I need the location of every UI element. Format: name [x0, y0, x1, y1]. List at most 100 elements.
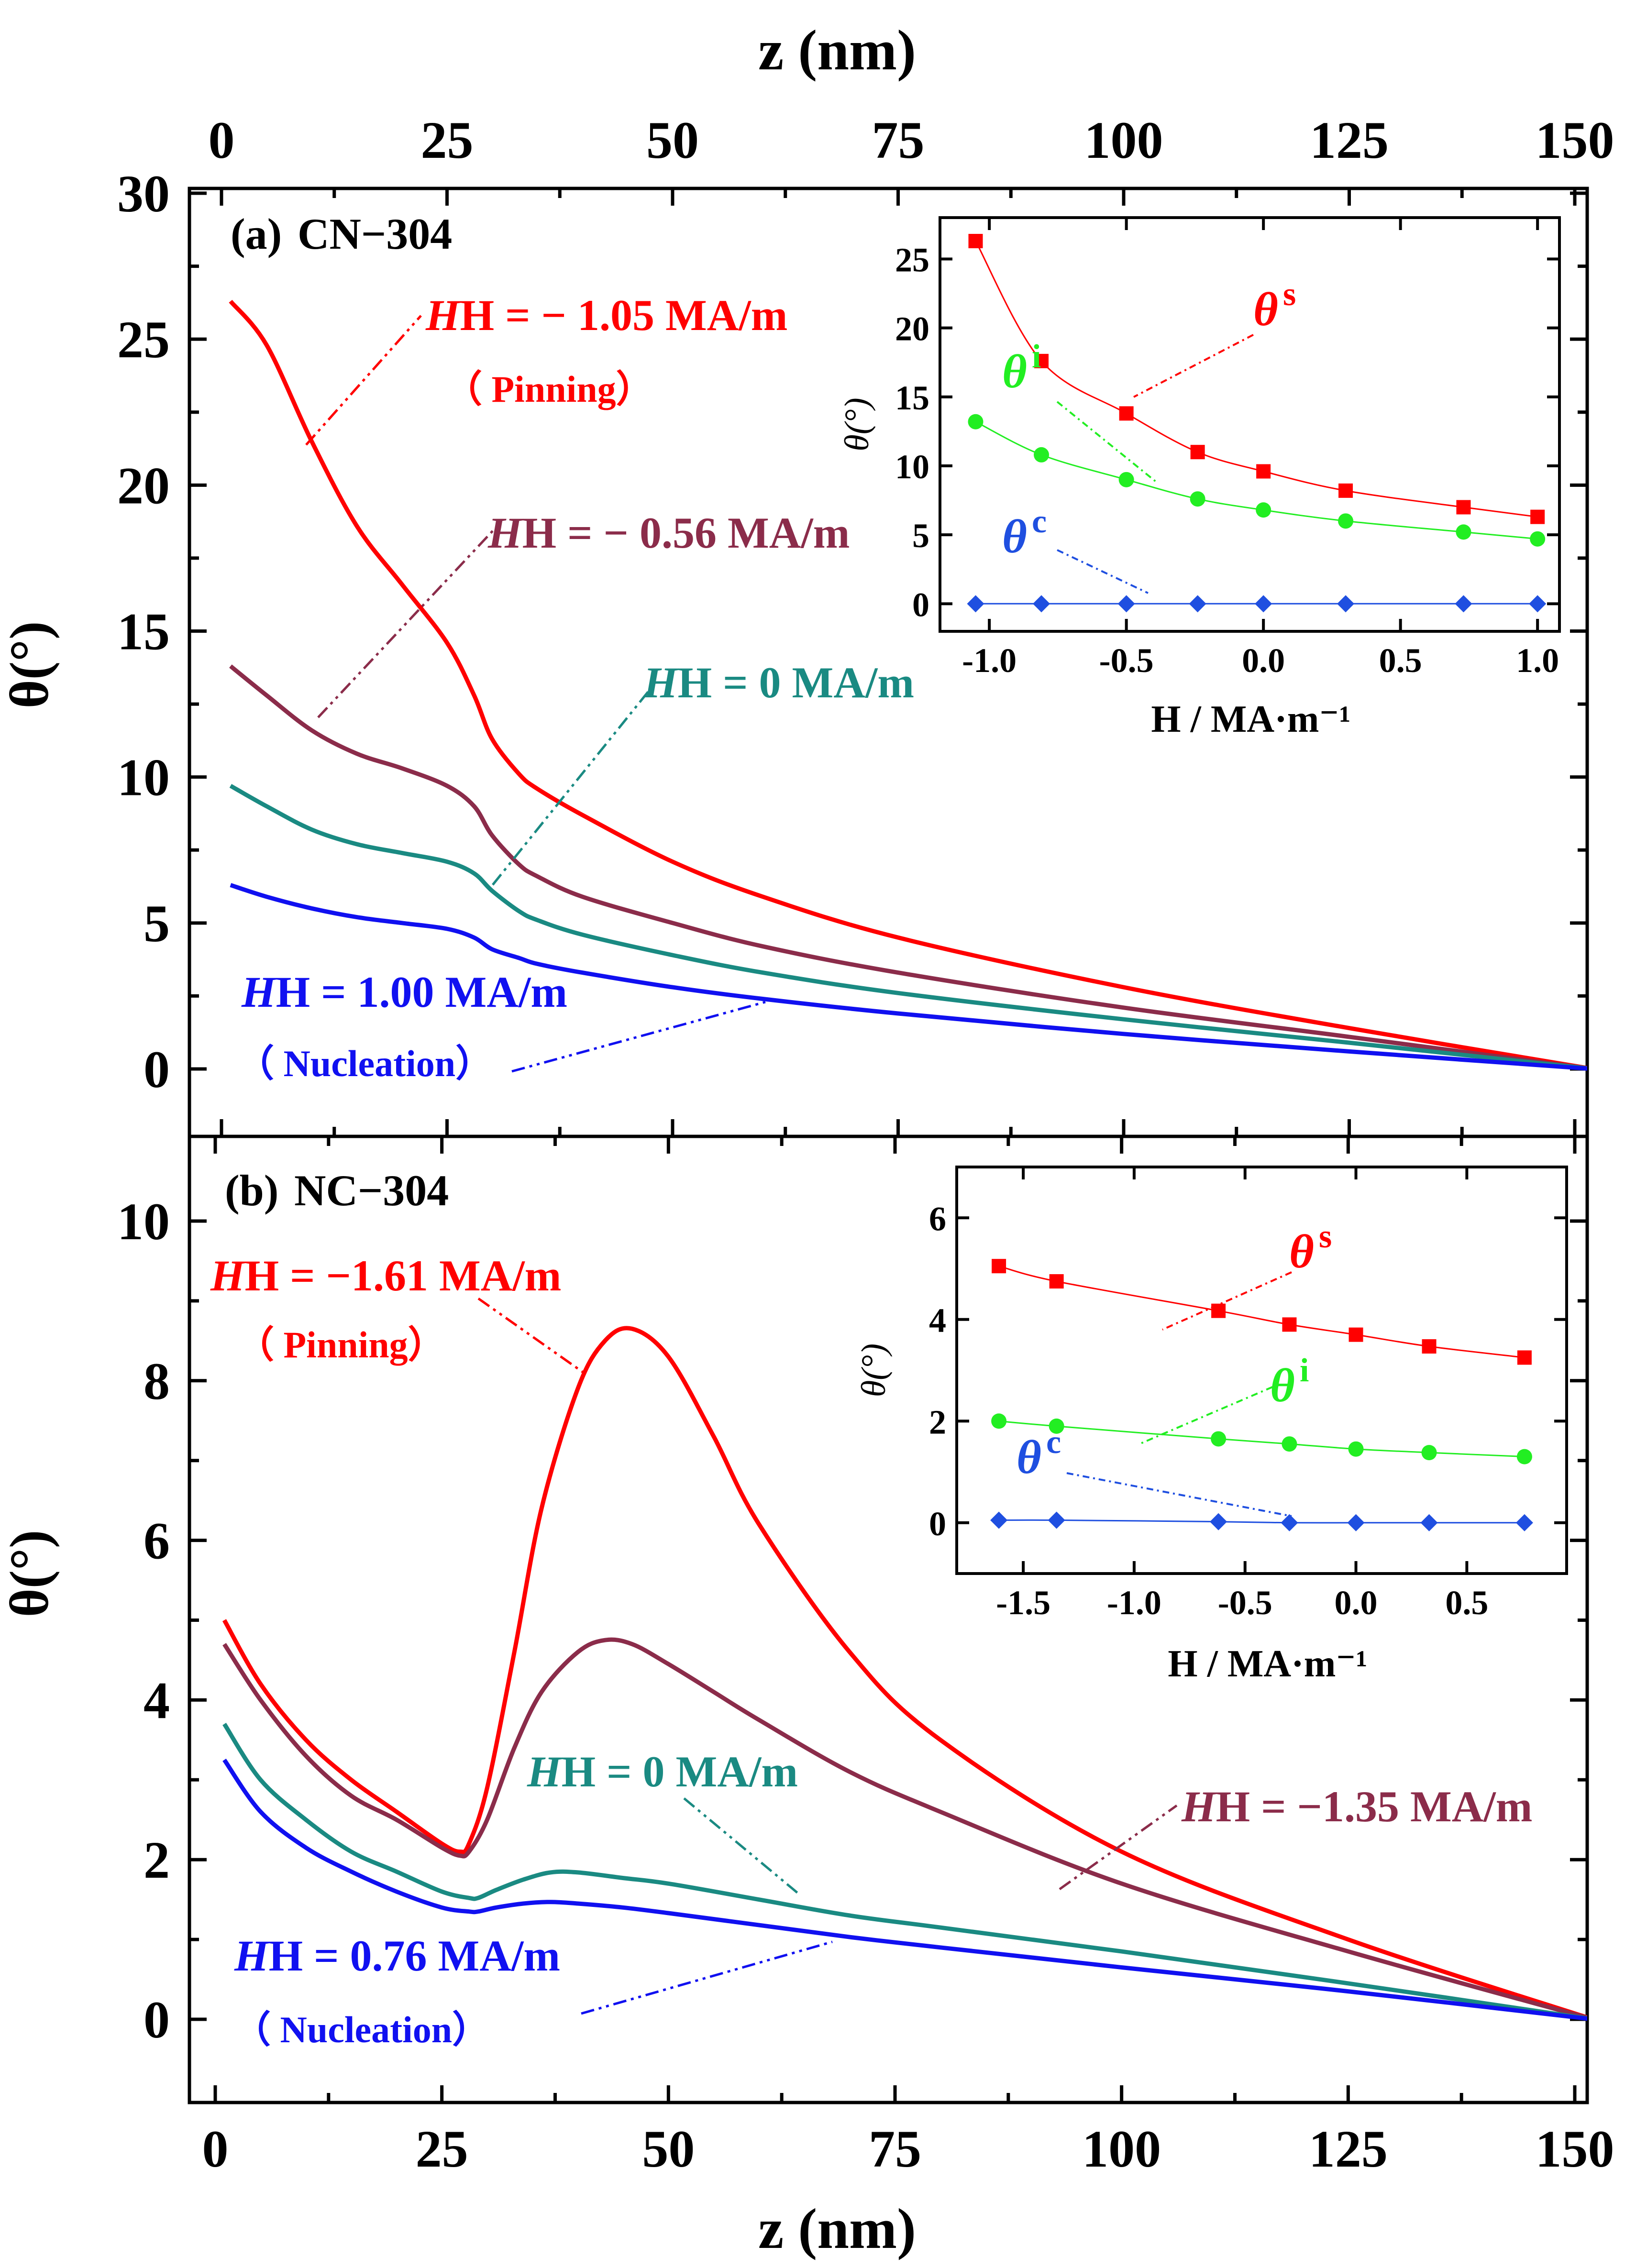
inset-marker-circle: [1118, 472, 1134, 487]
bottom-x-tick-label: 25: [416, 2120, 468, 2178]
inset-marker-square: [968, 234, 983, 249]
a-y-tick-label: 5: [144, 894, 170, 953]
b-y-tick-label: 6: [144, 1512, 170, 1570]
inset-marker-circle: [1282, 1436, 1297, 1452]
inset-x-tick-label: -1.0: [1107, 1584, 1161, 1622]
inset-y-tick-label: 6: [929, 1200, 946, 1238]
inset-series-label: θ: [1002, 345, 1027, 398]
inset-y-tick-label: 20: [895, 310, 929, 348]
inset-y-tick-label: 10: [895, 448, 929, 486]
inset-marker-circle: [1338, 513, 1354, 529]
inset-x-tick-label: 0.5: [1445, 1584, 1488, 1622]
inset-marker-square: [1034, 353, 1049, 368]
ylabel-a: θ(°): [0, 621, 60, 709]
annotation-b-blue: HH = 0.76 MA/m: [234, 1931, 560, 1980]
annotation-a-maroon: HH = − 0.56 MA/m: [487, 508, 850, 557]
inset-y-tick-label: 4: [929, 1301, 946, 1340]
b-curve-red: [222, 1326, 1587, 2020]
inset-xlabel: H / MA·m⁻¹: [1168, 1643, 1367, 1685]
a-leader-line: [511, 1001, 766, 1073]
top-x-tick-label: 150: [1536, 111, 1614, 169]
inset-x-tick-label: 0.5: [1379, 641, 1422, 680]
inset-marker-diamond: [1529, 595, 1547, 613]
inset-y-tick-label: 0: [912, 585, 929, 624]
inset-marker-square: [1456, 500, 1471, 515]
inset-marker-diamond: [1281, 1514, 1298, 1531]
inset-label-leader: [1066, 1472, 1292, 1517]
inset-series-label: θ: [1002, 510, 1027, 563]
inset-marker-circle: [1421, 1445, 1437, 1461]
a-leader-line: [317, 530, 494, 718]
inset-marker-square: [1338, 483, 1353, 498]
inset-marker-circle: [1456, 524, 1471, 540]
inset-y-tick-label: 15: [895, 379, 929, 417]
inset-marker-square: [1422, 1339, 1437, 1354]
inset-x-tick-label: -1.0: [962, 641, 1017, 680]
inset-label-leader: [1056, 401, 1159, 484]
annotation-a-teal: HH = 0 MA/m: [643, 658, 914, 707]
top-x-tick-label: 75: [872, 111, 925, 169]
panel-b-sample: NC−304: [294, 1166, 449, 1215]
inset-marker-diamond: [1420, 1514, 1438, 1531]
top-xlabel: z (nm): [758, 18, 916, 82]
inset-y-tick-label: 25: [895, 241, 929, 279]
inset-marker-diamond: [1455, 595, 1472, 613]
inset-marker-circle: [1211, 1431, 1227, 1447]
inset-marker-diamond: [1210, 1513, 1227, 1530]
b-leader-line: [581, 1940, 833, 2015]
inset-marker-circle: [1256, 502, 1271, 518]
bottom-x-tick-label: 150: [1536, 2120, 1614, 2178]
annotation-b-teal: HH = 0 MA/m: [527, 1747, 798, 1796]
inset-y-tick-label: 2: [929, 1403, 946, 1441]
inset-series-label: θ: [1270, 1359, 1295, 1412]
inset-x-tick-label: 0.0: [1242, 641, 1285, 680]
a-y-tick-label: 20: [117, 456, 170, 515]
a-leader-line: [305, 315, 422, 446]
inset-line-green: [975, 421, 1538, 540]
annotation-b-blue-sub: （ Nucleation）: [233, 2009, 489, 2050]
b-leader-line: [683, 1797, 800, 1895]
a-curve-blue: [230, 883, 1587, 1071]
ylabel-b: θ(°): [0, 1530, 60, 1618]
inset-series-label: θ: [1253, 283, 1278, 336]
top-x-tick-label: 0: [209, 111, 235, 169]
inset-marker-diamond: [1347, 1514, 1365, 1531]
a-y-tick-label: 10: [117, 749, 170, 807]
inset-marker-diamond: [1048, 1511, 1065, 1529]
bottom-x-tick-label: 125: [1309, 2120, 1388, 2178]
inset-marker-square: [1119, 406, 1134, 421]
bottom-x-tick-label: 0: [202, 2120, 229, 2178]
annotation-b-red: HH = −1.61 MA/m: [210, 1251, 561, 1300]
inset-y-tick-label: 5: [912, 517, 929, 555]
inset-marker-square: [1190, 445, 1205, 460]
inset-x-tick-label: 1.0: [1516, 641, 1559, 680]
annotation-b-maroon: HH = −1.35 MA/m: [1181, 1782, 1532, 1831]
inset-marker-square: [1517, 1350, 1532, 1365]
inset-series-label-sup: i: [1300, 1352, 1309, 1389]
panel-a-sample: CN−304: [298, 209, 452, 258]
top-x-tick-label: 100: [1084, 111, 1163, 169]
top-x-tick-label: 50: [646, 111, 699, 169]
annotation-a-blue: HH = 1.00 MA/m: [241, 968, 567, 1016]
inset-frame: [939, 216, 1561, 633]
panel-b: 0 25 50 75 100 125 150 0 2 4 6 8 10 (b) NC−304 HH = …: [117, 1134, 1614, 2178]
inset-series-label-sup: i: [1032, 338, 1041, 375]
inset-marker-circle: [1348, 1441, 1364, 1457]
inset-label-leader: [1162, 1271, 1292, 1331]
inset-marker-diamond: [967, 595, 984, 613]
inset-label-leader: [1057, 549, 1149, 594]
inset-series-label: θ: [1017, 1431, 1041, 1484]
b-curve-teal: [222, 1723, 1587, 2021]
inset-x-tick-label: -1.5: [996, 1584, 1050, 1622]
inset-marker-square: [992, 1259, 1006, 1274]
inset-marker-circle: [968, 414, 984, 429]
inset-marker-circle: [1530, 531, 1546, 547]
annotation-a-blue-sub: （ Nucleation）: [237, 1043, 493, 1084]
b-y-tick-label: 10: [117, 1192, 170, 1251]
inset-y-tick-label: 0: [929, 1505, 946, 1543]
inset-marker-diamond: [990, 1511, 1008, 1529]
bottom-xlabel: z (nm): [758, 2197, 916, 2260]
inset-ylabel: θ(°): [854, 1343, 893, 1397]
inset-ylabel: θ(°): [838, 397, 876, 451]
